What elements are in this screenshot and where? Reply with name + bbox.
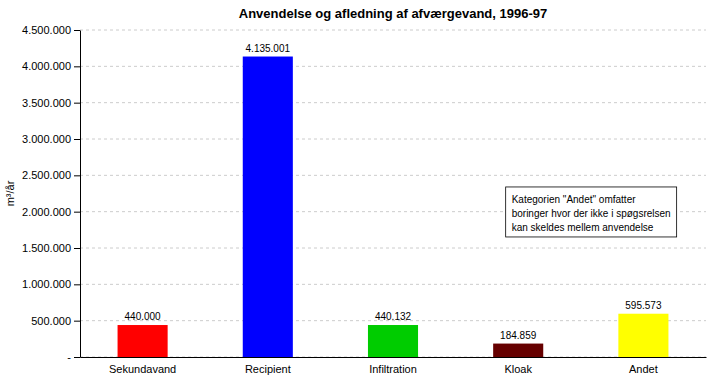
data-label: 184.859 [500,330,537,341]
bar [118,325,168,357]
data-label: 440.132 [375,311,412,322]
x-tick-label: Andet [629,363,658,375]
x-tick-label: Infiltration [369,363,417,375]
bar [368,325,418,357]
plot: - 500.000 1.000.000 1.500.000 2.000.000 2.500… [22,24,706,375]
y-tick: 1.500.000 [22,242,80,254]
bar [618,314,668,357]
grid-line [80,248,706,249]
y-tick: 1.000.000 [22,278,80,290]
chart: - 500.000 1.000.000 1.500.000 2.000.000 2.500… [0,0,721,387]
y-tick-label: 500.000 [31,315,71,327]
y-tick: 3.500.000 [22,97,80,109]
title: Anvendelse og afledning af afværgevand, … [239,6,548,21]
y-tick-label: 1.000.000 [22,278,71,290]
y-tick: 3.000.000 [22,133,80,145]
grid-line [80,284,706,285]
grid-line [80,139,706,140]
x-tick-label: Sekundavand [109,363,176,375]
y-tick-mark [74,30,80,31]
x-tick: Sekundavand [109,363,176,375]
y-tick-label: 4.500.000 [22,24,71,36]
y-tick: 2.500.000 [22,169,80,181]
bar [243,57,293,357]
grid-line [80,175,706,176]
y-tick: 4.500.000 [22,24,80,36]
grid-line [80,30,706,31]
y-tick-label: 1.500.000 [22,242,71,254]
y-tick: 2.000.000 [22,206,80,218]
x-tick: Kloak [504,363,532,375]
data-label: 4.135.001 [246,43,291,54]
y-tick-label: 3.500.000 [22,97,71,109]
bar [493,344,543,357]
y-tick: 4.000.000 [22,60,80,72]
y-tick: 500.000 [31,315,80,327]
x-tick: Recipient [245,363,291,375]
y-tick-label: - [67,351,71,363]
y-tick-label: 2.500.000 [22,169,71,181]
y-tick-mark [74,139,80,140]
y-axis: - 500.000 1.000.000 1.500.000 2.000.000 2.500… [22,24,80,363]
y-tick-label: 3.000.000 [22,133,71,145]
grid [80,30,706,357]
y-tick-label: 4.000.000 [22,60,71,72]
x-tick-label: Kloak [504,363,532,375]
x-tick: Infiltration [369,363,417,375]
annotation-box [506,187,677,237]
y-tick-mark [74,103,80,104]
y-tick-mark [74,357,80,358]
grid-line [80,66,706,67]
x-tick-label: Recipient [245,363,291,375]
y-tick-mark [74,248,80,249]
annotation-line: Kategorien "Andet" omfatter [512,194,637,205]
y-tick-mark [74,284,80,285]
y-tick-label: 2.000.000 [22,206,71,218]
grid-line [80,102,706,103]
annotation-line: boringer hvor der ikke i spøgsrelsen [512,208,671,219]
annotation-line: kan skeldes mellem anvendelse [512,222,654,233]
y-tick-mark [74,175,80,176]
x-tick: Andet [629,363,658,375]
x-axis: Sekundavand Recipient Infiltration Kloak And… [81,358,707,375]
data-label: 440.000 [125,311,162,322]
y-tick-mark [74,212,80,213]
y-tick-mark [74,321,80,322]
x-axis-line [81,357,707,358]
y-tick: - [67,351,80,363]
y-axis-title: m³/år [4,180,16,206]
y-axis-line [80,31,81,358]
data-label: 595.573 [625,300,662,311]
annotation: Kategorien "Andet" omfatter boringer hvor… [506,187,677,237]
y-tick-mark [74,66,80,67]
